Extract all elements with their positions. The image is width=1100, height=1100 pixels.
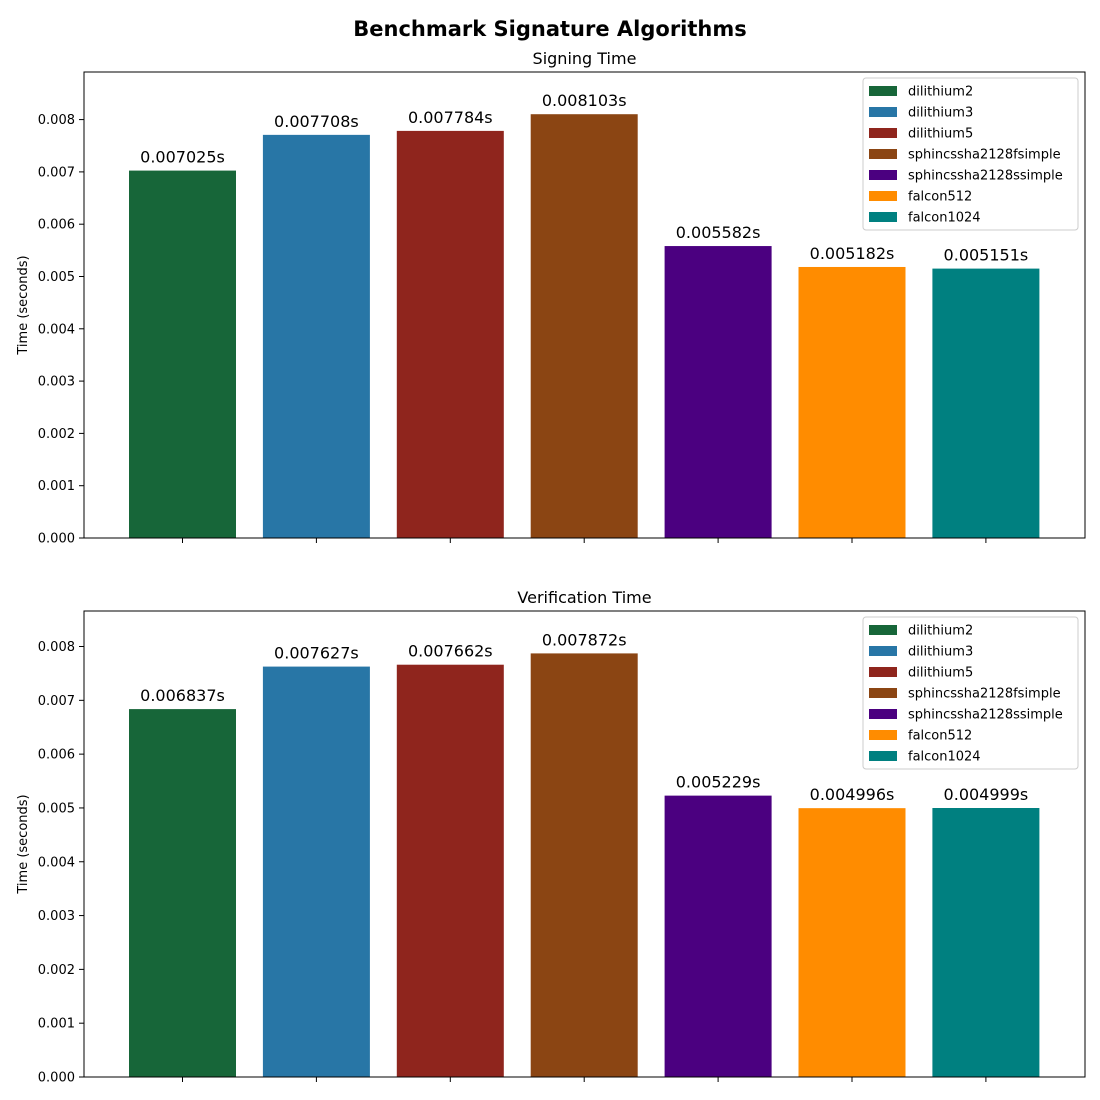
plot-frame	[83, 610, 1086, 1078]
y-tick-label: 0.001	[38, 479, 75, 494]
bar-sphincssha2128fsimple	[530, 653, 638, 1077]
bar-dilithium2	[129, 170, 236, 538]
y-tick-label: 0.004	[38, 855, 75, 870]
bar-dilithium3	[262, 666, 370, 1077]
data-label: 0.005229s	[676, 773, 761, 792]
legend-entry: falcon1024	[908, 750, 981, 765]
legend-entry: sphincssha2128ssimple	[908, 708, 1063, 723]
data-label: 0.007627s	[274, 644, 359, 663]
data-label: 0.007025s	[140, 148, 225, 167]
y-tick-label: 0.001	[38, 1017, 75, 1032]
data-label: 0.007872s	[542, 630, 627, 649]
y-tick-label: 0.005	[38, 801, 75, 816]
bar-falcon512	[798, 266, 906, 538]
legend-swatch	[869, 107, 897, 117]
y-tick-label: 0.006	[38, 748, 75, 763]
data-label: 0.007662s	[408, 642, 493, 661]
plot-frame	[83, 71, 1086, 539]
legend-entry: falcon512	[908, 190, 972, 205]
legend	[862, 77, 1079, 231]
legend-swatch	[869, 128, 897, 138]
y-tick-label: 0.002	[38, 963, 75, 978]
legend-swatch	[869, 751, 897, 761]
legend-entry: dilithium5	[908, 666, 973, 681]
legend-entry: dilithium3	[908, 106, 973, 121]
legend-swatch	[869, 625, 897, 635]
data-label: 0.004999s	[944, 785, 1029, 804]
legend	[862, 616, 1079, 770]
data-label: 0.007708s	[274, 112, 359, 131]
legend-entry: dilithium3	[908, 645, 973, 660]
figure-title: Benchmark Signature Algorithms	[353, 17, 747, 41]
legend-entry: sphincssha2128fsimple	[908, 148, 1061, 163]
bar-sphincssha2128ssimple	[664, 795, 772, 1077]
y-tick-label: 0.007	[38, 694, 75, 709]
bar-dilithium5	[396, 664, 504, 1077]
bar-sphincssha2128fsimple	[530, 114, 638, 539]
legend-swatch	[869, 730, 897, 740]
data-label: 0.005182s	[810, 244, 895, 263]
bar-dilithium3	[262, 134, 370, 538]
data-label: 0.004996s	[810, 785, 895, 804]
legend-swatch	[869, 191, 897, 201]
legend-entry: dilithium5	[908, 127, 973, 142]
data-label: 0.008103s	[542, 91, 627, 110]
y-tick-label: 0.000	[38, 532, 75, 547]
y-axis-label: Time (seconds)	[16, 255, 31, 355]
y-tick-label: 0.003	[38, 909, 75, 924]
y-tick-label: 0.006	[38, 218, 75, 233]
y-tick-label: 0.003	[38, 375, 75, 390]
legend-swatch	[869, 149, 897, 159]
legend-swatch	[869, 667, 897, 677]
legend-swatch	[869, 646, 897, 656]
data-label: 0.005582s	[676, 223, 761, 242]
bar-falcon1024	[932, 268, 1040, 538]
y-tick-label: 0.000	[38, 1071, 75, 1086]
data-label: 0.007784s	[408, 108, 493, 127]
y-tick-label: 0.008	[38, 113, 75, 128]
legend-swatch	[869, 709, 897, 719]
bar-falcon1024	[932, 808, 1040, 1077]
signing-time-chart: Signing Time Time (seconds) 0.000 0.001 0.00…	[16, 49, 1086, 547]
legend-swatch	[869, 170, 897, 180]
bar-dilithium5	[396, 130, 504, 538]
y-tick-label: 0.007	[38, 165, 75, 180]
verification-time-chart: Verification Time Time (seconds) 0.000 0.00…	[16, 588, 1086, 1086]
legend-entry: sphincssha2128ssimple	[908, 169, 1063, 184]
legend-swatch	[869, 688, 897, 698]
y-axis-label: Time (seconds)	[16, 794, 31, 894]
subplot-title: Signing Time	[533, 49, 637, 68]
y-tick-label: 0.008	[38, 640, 75, 655]
legend-entry: falcon512	[908, 729, 972, 744]
legend-entry: dilithium2	[908, 85, 973, 100]
y-tick-label: 0.004	[38, 322, 75, 337]
legend-swatch	[869, 86, 897, 96]
y-tick-label: 0.002	[38, 427, 75, 442]
data-label: 0.005151s	[944, 246, 1029, 265]
legend-entry: falcon1024	[908, 211, 981, 226]
y-tick-label: 0.005	[38, 270, 75, 285]
bar-falcon512	[798, 808, 906, 1077]
legend-entry: dilithium2	[908, 624, 973, 639]
legend-entry: sphincssha2128fsimple	[908, 687, 1061, 702]
bar-sphincssha2128ssimple	[664, 246, 772, 539]
legend-swatch	[869, 212, 897, 222]
data-label: 0.006837s	[140, 686, 225, 705]
subplot-title: Verification Time	[517, 588, 651, 607]
bar-dilithium2	[129, 709, 236, 1077]
